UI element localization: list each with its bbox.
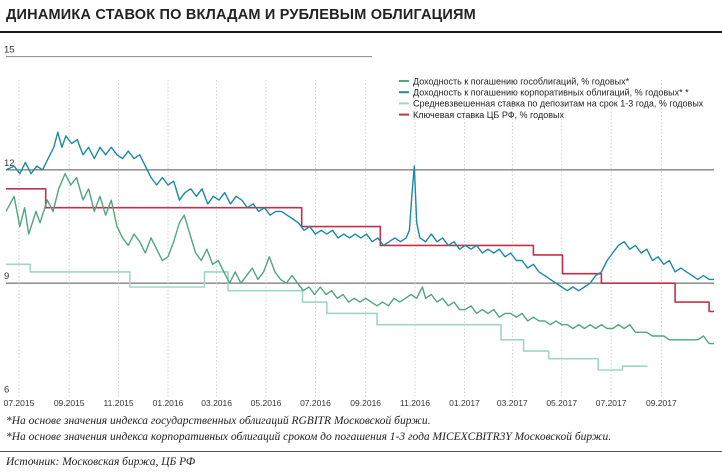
x-tick-label: 05.2016	[251, 398, 282, 408]
x-tick-label: 01.2016	[153, 398, 184, 408]
source-note: Источник: Московская биржа, ЦБ РФ	[6, 456, 196, 468]
chart-title: ДИНАМИКА СТАВОК ПО ВКЛАДАМ И РУБЛЕВЫМ ОБ…	[6, 7, 476, 23]
x-tick-labels: 07.2015 09.2015 11.2015 01.2016 03.2016 05.20…	[4, 398, 677, 408]
y-tick-label: 9	[4, 271, 9, 282]
source-divider	[0, 451, 722, 452]
legend-label-3: Средневзвешенная ставка по депозитам на …	[413, 99, 704, 109]
y-tick-labels: 15 12 9 6	[4, 45, 15, 396]
grid-layer	[6, 56, 714, 398]
x-tick-label: 11.2016	[400, 398, 430, 408]
series-layer	[5, 131, 714, 371]
y-tick-label: 6	[4, 384, 9, 395]
title-divider	[0, 31, 722, 33]
x-tick-label: 09.2016	[350, 398, 381, 408]
legend-label-1: Доходность к погашению гособлигаций, % г…	[413, 76, 630, 86]
x-tick-label: 01.2017	[449, 398, 480, 408]
series-line-1	[5, 173, 714, 345]
x-tick-label: 05.2017	[546, 398, 577, 408]
x-tick-label: 09.2017	[646, 398, 677, 408]
y-tick-label: 15	[4, 45, 15, 56]
series-line-2	[5, 131, 714, 292]
x-tick-label: 07.2016	[300, 398, 331, 408]
x-tick-label: 11.2015	[104, 398, 134, 408]
rates-line-chart: 15 12 9 6 07.2015 09.2015 11.2015 01.2016 03.20…	[4, 45, 714, 408]
x-tick-label: 07.2017	[596, 398, 627, 408]
x-tick-label: 09.2015	[54, 398, 85, 408]
series-line-3	[6, 263, 648, 371]
x-tick-label: 07.2015	[4, 398, 35, 408]
legend-label-2: Доходность к погашению корпоративных обл…	[413, 88, 689, 98]
footnote-govt-bonds: *На основе значения индекса государствен…	[6, 415, 431, 427]
series-line-4	[6, 188, 714, 313]
legend: Доходность к погашению гособлигаций, % г…	[399, 76, 704, 120]
x-tick-label: 03.2017	[497, 398, 528, 408]
footnote-corp-bonds: *На основе значения индекса корпоративны…	[6, 431, 612, 443]
x-tick-label: 03.2016	[201, 398, 232, 408]
legend-label-4: Ключевая ставка ЦБ РФ, % годовых	[413, 110, 564, 120]
y-tick-label: 12	[4, 158, 15, 169]
